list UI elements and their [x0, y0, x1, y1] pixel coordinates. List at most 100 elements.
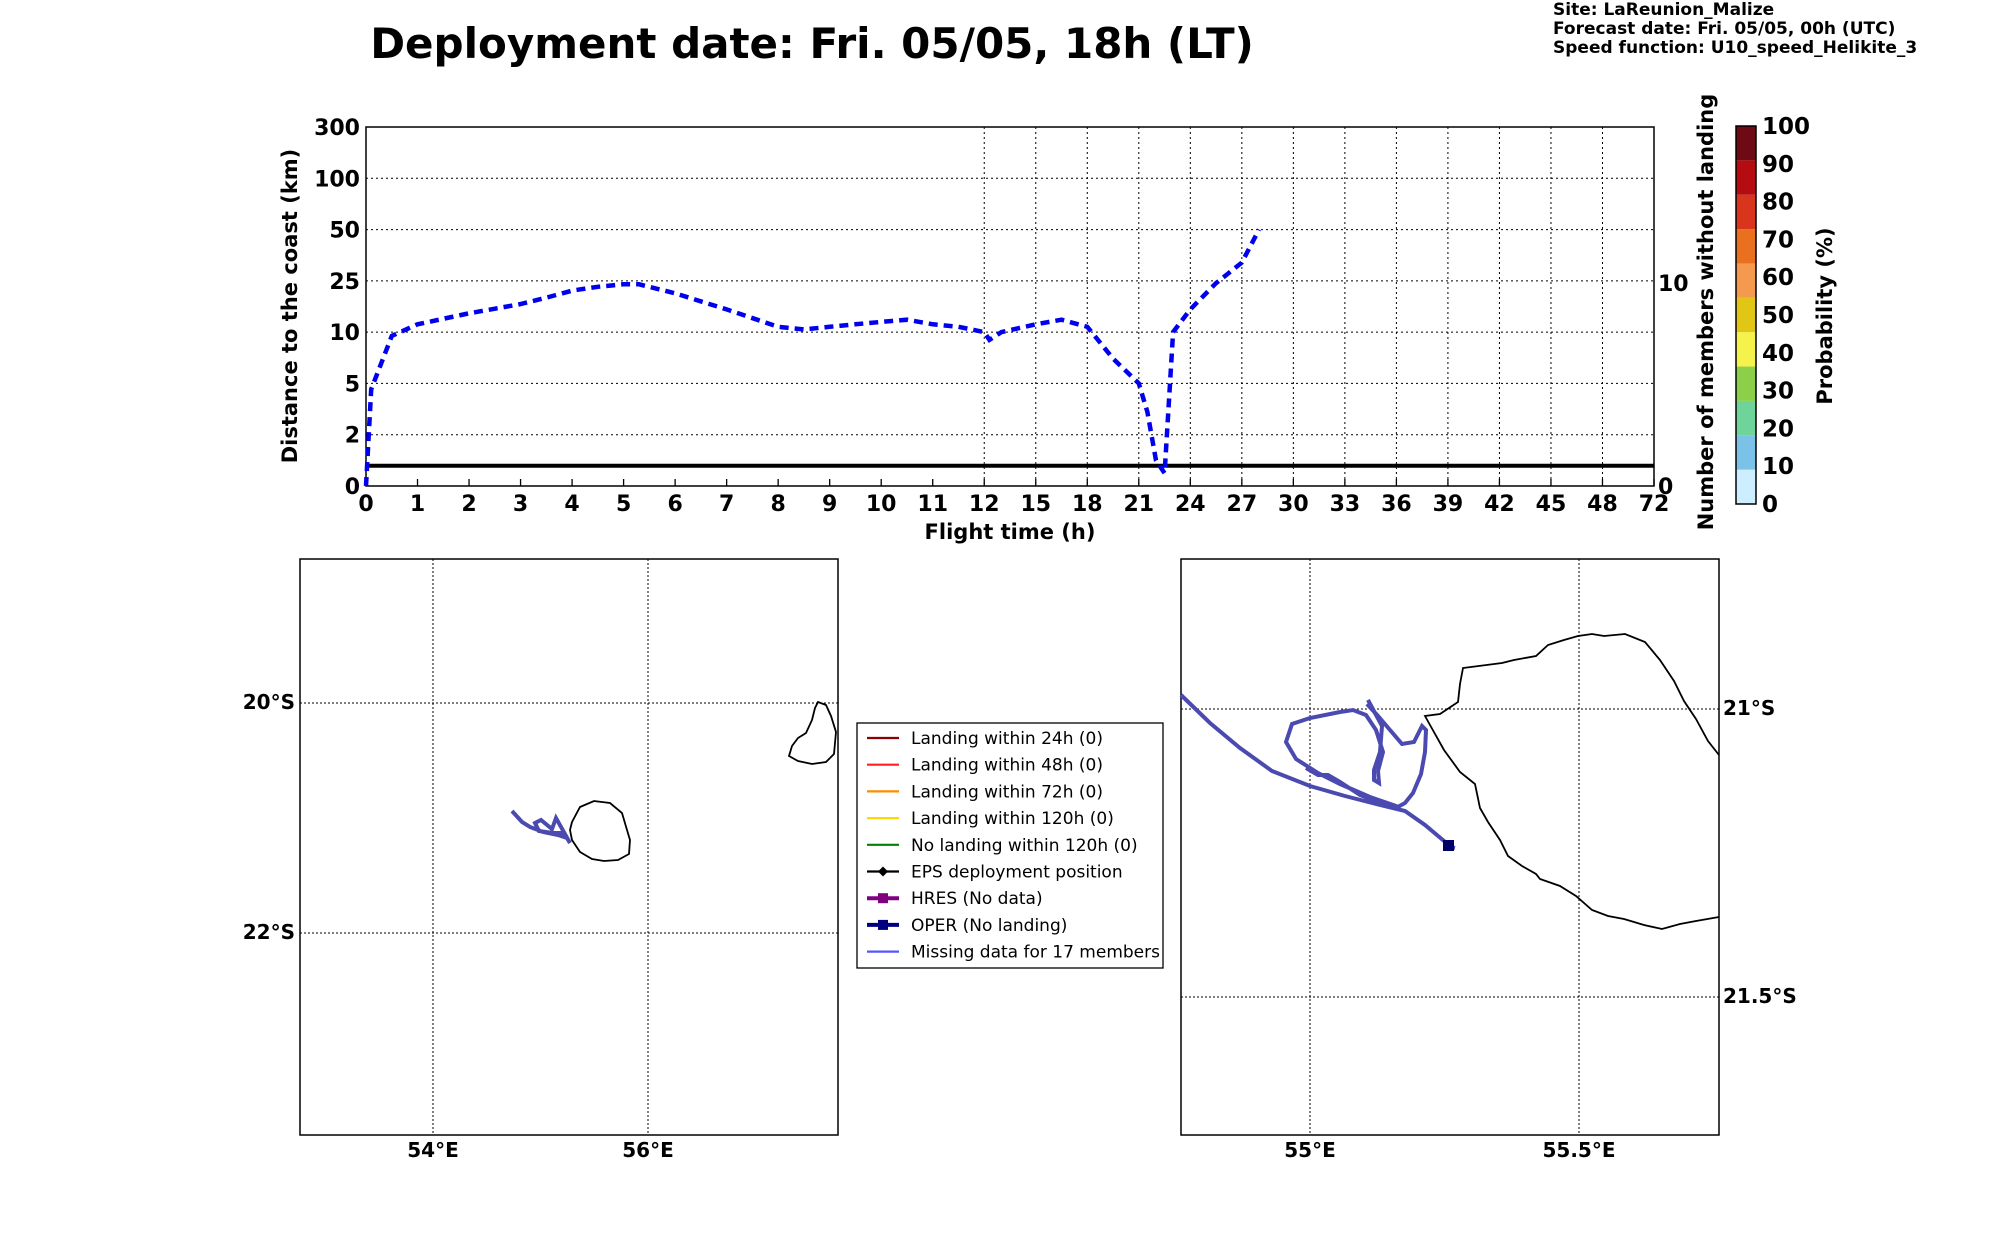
x-tick-label: 9 — [822, 492, 837, 517]
colorbar-label: Probability (%) — [1813, 227, 1837, 404]
colorbar-tick-label: 60 — [1762, 265, 1794, 291]
x-tick-label: 11 — [917, 492, 948, 517]
speed-function: Speed function: U10_speed_Helikite_3 — [1553, 38, 1918, 58]
distance-plot: 0 1 2 3 4 5 6 7 8 9 10 11 12 15 18 21 24 27 30 33 36 39 42 45 48… — [278, 94, 1718, 544]
x-tick-label: 4 — [564, 492, 579, 517]
x-tick-label: 30 — [1278, 492, 1309, 517]
x-axis-label: Flight time (h) — [925, 520, 1096, 544]
colorbar-cell — [1736, 229, 1756, 264]
map2-lat-label-21: 21°S — [1723, 696, 1775, 720]
x-tick-label: 18 — [1072, 492, 1103, 517]
reunion-coastline — [569, 800, 631, 862]
legend: Landing within 24h (0) Landing within 48h… — [856, 722, 1164, 969]
x-tick-label: 39 — [1433, 492, 1464, 517]
legend-marker — [878, 893, 888, 904]
x-tick-label: 0 — [358, 492, 373, 517]
probability-colorbar: 0 10 20 30 40 50 60 70 80 90 100 Probability (%) — [1735, 114, 1837, 518]
y-tick-label: 2 — [345, 424, 360, 449]
y-tick-label: 25 — [329, 270, 360, 295]
x-tick-label: 33 — [1330, 492, 1361, 517]
site-info-block: Site: LaReunion_Malize Forecast date: Fr… — [1553, 1, 1917, 58]
map2-lon-label-55: 55°E — [1284, 1138, 1336, 1162]
x-tick-label: 1 — [410, 492, 425, 517]
x-tick-label: 5 — [616, 492, 631, 517]
legend-frame — [856, 722, 1164, 969]
x-tick-label: 48 — [1587, 492, 1618, 517]
x-tick-label: 72 — [1639, 492, 1670, 517]
legend-label: No landing within 120h (0) — [911, 836, 1138, 856]
x-tick-label: 12 — [969, 492, 1000, 517]
colorbar-cell — [1736, 366, 1756, 401]
y-tick-label: 5 — [345, 372, 360, 397]
colorbar-tick-label: 10 — [1762, 454, 1794, 480]
x-tick-label: 2 — [461, 492, 476, 517]
map2-lat-label-21-5: 21.5°S — [1723, 984, 1797, 1008]
colorbar-cells — [1736, 126, 1756, 504]
colorbar-tick-label: 20 — [1762, 416, 1794, 442]
colorbar-tick-label: 70 — [1762, 227, 1794, 253]
y-tick-label: 50 — [329, 219, 360, 244]
map1-lat-label-20: 20°S — [243, 690, 295, 714]
colorbar-cell — [1736, 297, 1756, 333]
overview-map: 20°S 22°S 54°E 56°E — [243, 558, 839, 1162]
legend-items: Landing within 24h (0) Landing within 48h… — [867, 729, 1160, 963]
legend-label: HRES (No data) — [911, 889, 1043, 909]
legend-marker — [878, 919, 888, 930]
legend-marker — [878, 866, 888, 877]
colorbar-cell — [1736, 160, 1756, 195]
colorbar-tick-label: 40 — [1762, 341, 1794, 367]
legend-label: Landing within 24h (0) — [911, 729, 1103, 749]
colorbar-cell — [1736, 332, 1756, 367]
y-tick-label: 100 — [314, 167, 360, 192]
x-tick-label: 42 — [1484, 492, 1515, 517]
colorbar-cell — [1736, 126, 1756, 161]
plot-frame — [365, 126, 1655, 487]
right-tick-label: 0 — [1658, 475, 1673, 500]
x-tick-label: 8 — [771, 492, 786, 517]
legend-label: EPS deployment position — [911, 863, 1123, 883]
x-tick-label: 27 — [1227, 492, 1258, 517]
colorbar-tick-labels: 0 10 20 30 40 50 60 70 80 90 100 — [1762, 114, 1810, 518]
colorbar-cell — [1736, 435, 1756, 470]
oper-end-marker — [1443, 840, 1454, 851]
colorbar-cell — [1736, 400, 1756, 436]
overview-map-frame — [299, 558, 839, 1136]
legend-label: OPER (No landing) — [911, 916, 1067, 936]
y-tick-label: 0 — [345, 475, 360, 500]
legend-label: Landing within 72h (0) — [911, 782, 1103, 802]
colorbar-tick-label: 80 — [1762, 190, 1794, 216]
colorbar-cell — [1736, 194, 1756, 230]
map1-lat-label-22: 22°S — [243, 920, 295, 944]
x-tick-label: 3 — [513, 492, 528, 517]
x-tick-label: 6 — [667, 492, 682, 517]
overview-track — [510, 809, 572, 845]
colorbar-tick-label: 100 — [1762, 114, 1810, 140]
x-tick-label: 36 — [1381, 492, 1412, 517]
colorbar-tick-label: 30 — [1762, 379, 1794, 405]
zoom-map: 21°S 21.5°S 55°E 55.5°E — [1179, 558, 1797, 1162]
colorbar-tick-label: 90 — [1762, 152, 1794, 178]
figure-title: Deployment date: Fri. 05/05, 18h (LT) — [370, 19, 1254, 68]
reunion-coastline-zoom — [1423, 633, 1720, 930]
right-tick-label: 10 — [1658, 272, 1689, 297]
x-tick-label: 15 — [1020, 492, 1051, 517]
colorbar-cell — [1736, 469, 1756, 504]
legend-label: Landing within 48h (0) — [911, 756, 1103, 776]
colorbar-tick-label: 50 — [1762, 303, 1794, 329]
right-axis-label: Number of members without landing — [1694, 94, 1718, 531]
x-tick-label: 21 — [1123, 492, 1154, 517]
site-name: Site: LaReunion_Malize — [1553, 0, 1775, 20]
x-tick-label: 7 — [719, 492, 734, 517]
map2-lon-label-55-5: 55.5°E — [1542, 1138, 1615, 1162]
colorbar-cell — [1736, 263, 1756, 298]
colorbar-tick-label: 0 — [1762, 492, 1778, 518]
distance-series-line — [363, 228, 1261, 487]
legend-label: Landing within 120h (0) — [911, 809, 1114, 829]
mauritius-coastline — [787, 700, 837, 765]
legend-label: Missing data for 17 members — [911, 943, 1160, 963]
colorbar-frame — [1735, 125, 1757, 505]
map1-lon-label-54: 54°E — [407, 1138, 459, 1162]
y-tick-label: 10 — [329, 321, 360, 346]
y-axis-label: Distance to the coast (km) — [278, 149, 302, 464]
x-tick-label: 45 — [1536, 492, 1567, 517]
